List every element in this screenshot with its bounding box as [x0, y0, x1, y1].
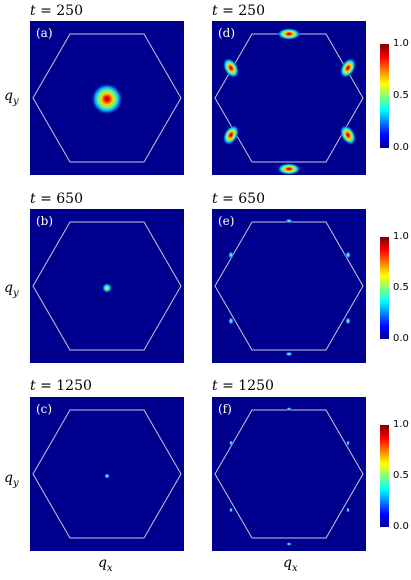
panel-e-background [212, 209, 366, 363]
panel-a-heatmap: (a) [30, 21, 184, 175]
panel-c-hexagon [32, 409, 182, 539]
panel-d-spot-top [277, 28, 301, 40]
qx-label-right: qx [283, 555, 298, 574]
panel-f-spot-upper-left [229, 440, 233, 446]
panel-f-spot-upper-right [346, 440, 350, 446]
panel-e-spot-lower-right [345, 317, 351, 325]
panel-e-spot-bottom [285, 351, 293, 357]
qy-label-top: qy [4, 88, 19, 107]
panel-b-center-spot [102, 283, 112, 293]
panel-a-label: (a) [36, 26, 53, 40]
panel-f-spot-lower-right [346, 507, 350, 513]
colorbar-bot-tick-min: 0.0 [393, 521, 409, 532]
panel-f-hexagon [214, 409, 364, 539]
panel-e-heatmap: (e) [212, 209, 366, 363]
colorbar-bot-gradient [380, 425, 389, 527]
colorbar-bot-tick-mid: 0.5 [393, 470, 409, 481]
panel-e-hexagon [214, 221, 364, 351]
panel-f-spot-bottom [286, 542, 292, 546]
time-label-a: t = 250 [30, 3, 83, 19]
colorbar-top-tick-min: 0.0 [393, 142, 409, 153]
panel-c-center-spot [104, 473, 110, 479]
colorbar-mid-gradient [380, 237, 389, 339]
panel-d-hexagon [214, 33, 364, 163]
panel-f-spot-top [286, 407, 292, 411]
panel-c: (c) [30, 397, 184, 551]
panel-d-spot-upper-left [222, 57, 240, 79]
panel-c-label: (c) [36, 402, 52, 416]
qx-label-left: qx [98, 555, 113, 574]
panel-d-label: (d) [218, 26, 235, 40]
time-label-d: t = 250 [212, 3, 265, 19]
colorbar-mid-tick-mid: 0.5 [393, 282, 409, 293]
panel-d-spot-lower-left [222, 124, 240, 146]
colorbar-bot-tick-max: 1.0 [393, 419, 409, 430]
colorbar-top-tick-max: 1.0 [393, 38, 409, 49]
time-label-f: t = 1250 [212, 378, 274, 394]
panel-d-spot-upper-right [339, 57, 357, 79]
panel-a-hexagon [32, 33, 182, 163]
colorbar-top-tick-mid: 0.5 [393, 90, 409, 101]
panel-e: (e) [212, 209, 366, 363]
colorbar-mid-tick-max: 1.0 [393, 231, 409, 242]
qy-label-bot: qy [4, 470, 19, 489]
time-label-b: t = 650 [30, 191, 83, 207]
panel-d-heatmap: (d) [212, 21, 366, 175]
panel-f-label: (f) [218, 402, 232, 416]
panel-e-spot-upper-left [228, 251, 234, 259]
panel-d-background [212, 21, 366, 175]
time-label-e: t = 650 [212, 191, 265, 207]
panel-a-center-spot [91, 83, 123, 115]
panel-e-spot-lower-left [228, 317, 234, 325]
panel-f-background [212, 397, 366, 551]
panel-e-spot-top [285, 218, 293, 224]
panel-e-spot-upper-right [345, 251, 351, 259]
time-label-c: t = 1250 [30, 378, 92, 394]
panel-c-heatmap: (c) [30, 397, 184, 551]
panel-f: (f) [212, 397, 366, 551]
panel-b-hexagon [32, 221, 182, 351]
panel-f-spot-lower-left [229, 507, 233, 513]
panel-d: (d) [212, 21, 366, 175]
panel-e-label: (e) [218, 214, 234, 228]
qy-label-mid: qy [4, 280, 19, 299]
colorbar-mid-tick-min: 0.0 [393, 333, 409, 344]
colorbar-top-gradient [380, 44, 389, 148]
panel-f-heatmap: (f) [212, 397, 366, 551]
colorbar-bot [380, 425, 389, 527]
panel-d-spot-lower-right [339, 124, 357, 146]
colorbar-mid [380, 237, 389, 339]
colorbar-top [380, 44, 389, 148]
panel-a: (a) [30, 21, 184, 175]
panel-b-label: (b) [36, 214, 53, 228]
panel-b: (b) [30, 209, 184, 363]
panel-b-heatmap: (b) [30, 209, 184, 363]
panel-d-spot-bottom [277, 163, 301, 175]
